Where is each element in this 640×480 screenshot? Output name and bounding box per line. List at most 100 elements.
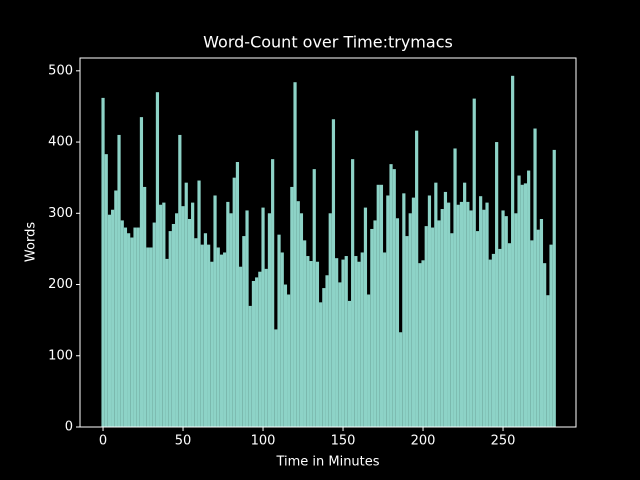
bar xyxy=(399,332,403,427)
bar xyxy=(335,258,339,427)
bar xyxy=(520,184,524,427)
bar xyxy=(347,300,352,427)
bar xyxy=(146,247,150,427)
bar xyxy=(242,236,246,427)
bar xyxy=(472,98,476,427)
bar xyxy=(133,227,137,427)
bar xyxy=(130,237,134,427)
bar xyxy=(223,252,227,427)
bar xyxy=(418,263,422,427)
bar xyxy=(376,184,380,427)
bar xyxy=(456,204,460,427)
bar xyxy=(303,240,307,427)
bar xyxy=(370,228,374,427)
bar xyxy=(123,227,128,427)
bar xyxy=(155,92,160,427)
bar xyxy=(287,294,291,427)
bar xyxy=(405,236,409,427)
bar xyxy=(219,254,224,427)
bar xyxy=(475,231,480,427)
bar xyxy=(194,238,198,427)
bar xyxy=(546,295,550,427)
bar xyxy=(437,220,441,427)
bar xyxy=(357,261,361,427)
bar xyxy=(229,213,233,427)
bar xyxy=(248,305,252,427)
bar xyxy=(360,252,364,427)
bar xyxy=(159,204,163,427)
bar xyxy=(434,182,438,427)
x-axis-label: Time in Minutes xyxy=(275,455,379,470)
bar xyxy=(549,244,553,427)
bar xyxy=(431,227,435,427)
bar xyxy=(424,226,428,427)
bar xyxy=(299,213,304,427)
bar xyxy=(178,134,182,427)
bar xyxy=(280,252,284,427)
bar xyxy=(325,275,329,427)
bar xyxy=(143,186,147,427)
bar xyxy=(267,213,272,427)
bar xyxy=(479,196,483,427)
bar xyxy=(312,169,316,427)
bar xyxy=(443,191,448,427)
bar xyxy=(162,202,166,427)
bar xyxy=(322,288,326,427)
y-axis-label: Words xyxy=(24,222,39,262)
bar xyxy=(274,329,278,427)
bar xyxy=(216,247,220,427)
bar xyxy=(226,201,230,427)
x-tick-label: 0 xyxy=(99,434,107,449)
bar xyxy=(533,128,537,427)
bar xyxy=(207,244,211,427)
bar xyxy=(120,220,124,427)
bar xyxy=(197,180,201,427)
bar xyxy=(283,284,288,427)
bar xyxy=(498,248,502,427)
bar xyxy=(114,190,118,427)
bar xyxy=(539,218,544,427)
bar xyxy=(427,195,432,427)
bar xyxy=(354,256,358,427)
bar xyxy=(440,209,444,427)
x-tick-label: 200 xyxy=(411,434,436,449)
bar xyxy=(491,253,496,427)
bar xyxy=(175,213,179,427)
bar xyxy=(258,271,262,427)
bar xyxy=(530,240,534,427)
bar xyxy=(191,202,195,427)
bar xyxy=(127,233,131,427)
bar xyxy=(466,201,470,427)
bar xyxy=(235,162,240,428)
bar xyxy=(485,202,489,427)
bar xyxy=(351,159,355,428)
bar xyxy=(165,258,169,427)
bar xyxy=(501,210,505,427)
bar xyxy=(296,201,300,427)
bar xyxy=(319,302,323,427)
bar xyxy=(101,97,105,427)
bar xyxy=(523,183,528,427)
bar xyxy=(459,201,464,427)
bar xyxy=(277,234,281,427)
bar xyxy=(328,213,332,427)
chart-title: Word-Count over Time:trymacs xyxy=(203,33,453,52)
bar xyxy=(389,164,393,427)
bar xyxy=(344,256,348,427)
bar xyxy=(517,175,521,427)
bar xyxy=(415,130,419,428)
bar xyxy=(331,119,336,428)
y-tick-label: 0 xyxy=(65,420,73,435)
bar xyxy=(117,134,121,427)
bar xyxy=(315,261,320,427)
bar xyxy=(504,216,508,427)
bar xyxy=(149,247,153,427)
bar xyxy=(527,170,531,427)
bar xyxy=(187,218,192,427)
bar xyxy=(338,282,342,427)
bar xyxy=(203,233,208,427)
bar xyxy=(450,233,454,427)
bar xyxy=(386,195,390,427)
x-tick-label: 100 xyxy=(251,434,276,449)
bar xyxy=(421,260,425,427)
